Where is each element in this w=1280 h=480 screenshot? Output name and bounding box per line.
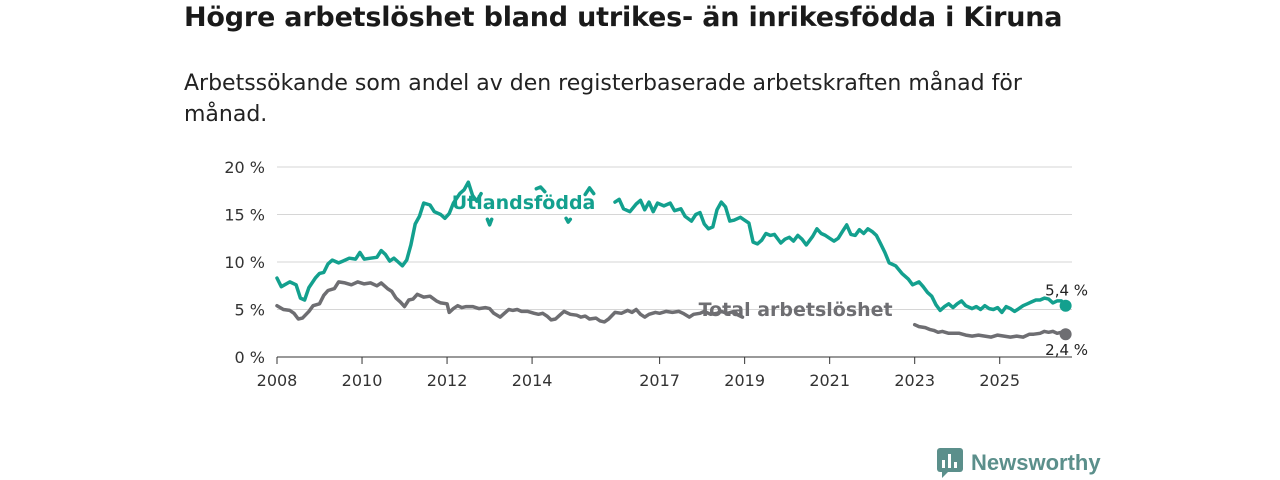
series-lines	[275, 180, 1072, 341]
end-marker-total-arbetsloshet	[1059, 328, 1072, 341]
y-tick-label: 10 %	[224, 253, 265, 272]
x-tick-label: 2010	[342, 371, 383, 390]
x-tick-label: 2012	[427, 371, 468, 390]
series-label-utlandsfodda: Utlandsfödda	[452, 192, 596, 214]
x-tick-label: 2017	[639, 371, 680, 390]
end-label-utlandsfodda: 5,4 %	[1045, 282, 1088, 300]
gridlines	[277, 166, 1072, 310]
x-tick-label: 2014	[512, 371, 553, 390]
newsworthy-logo-icon	[937, 448, 963, 478]
brand-name: Newsworthy	[971, 450, 1101, 475]
y-tick-label: 0 %	[235, 348, 265, 367]
series-label-total-arbetsloshet: Total arbetslöshet	[699, 299, 893, 321]
newsworthy-logo[interactable]: Newsworthy	[937, 448, 1101, 478]
x-axis-ticks: 2008 2010 2012 2014 2017 2019 2021 2023 2025	[257, 357, 1020, 390]
end-marker-utlandsfodda	[1059, 299, 1072, 312]
y-tick-label: 5 %	[235, 301, 265, 320]
x-tick-label: 2025	[979, 371, 1020, 390]
y-axis-ticks: 0 % 5 % 10 % 15 % 20 %	[224, 158, 265, 367]
chart-subtitle: Arbetssökande som andel av den registerb…	[184, 71, 1022, 127]
end-label-total-arbetsloshet: 2,4 %	[1045, 341, 1088, 359]
x-tick-label: 2021	[809, 371, 850, 390]
series-labels: 5,4 % 2,4 % Utlandsfödda Total arbetslöshet	[452, 192, 1088, 359]
y-tick-label: 20 %	[224, 158, 265, 177]
x-tick-label: 2008	[257, 371, 298, 390]
x-tick-label: 2023	[894, 371, 935, 390]
chart-title: Högre arbetslöshet bland utrikes- än inr…	[184, 2, 1063, 33]
series-line-utlandsfodda	[275, 180, 1068, 315]
x-tick-label: 2019	[724, 371, 765, 390]
series-line-total-arbetsloshet	[275, 280, 1068, 339]
y-tick-label: 15 %	[224, 206, 265, 225]
